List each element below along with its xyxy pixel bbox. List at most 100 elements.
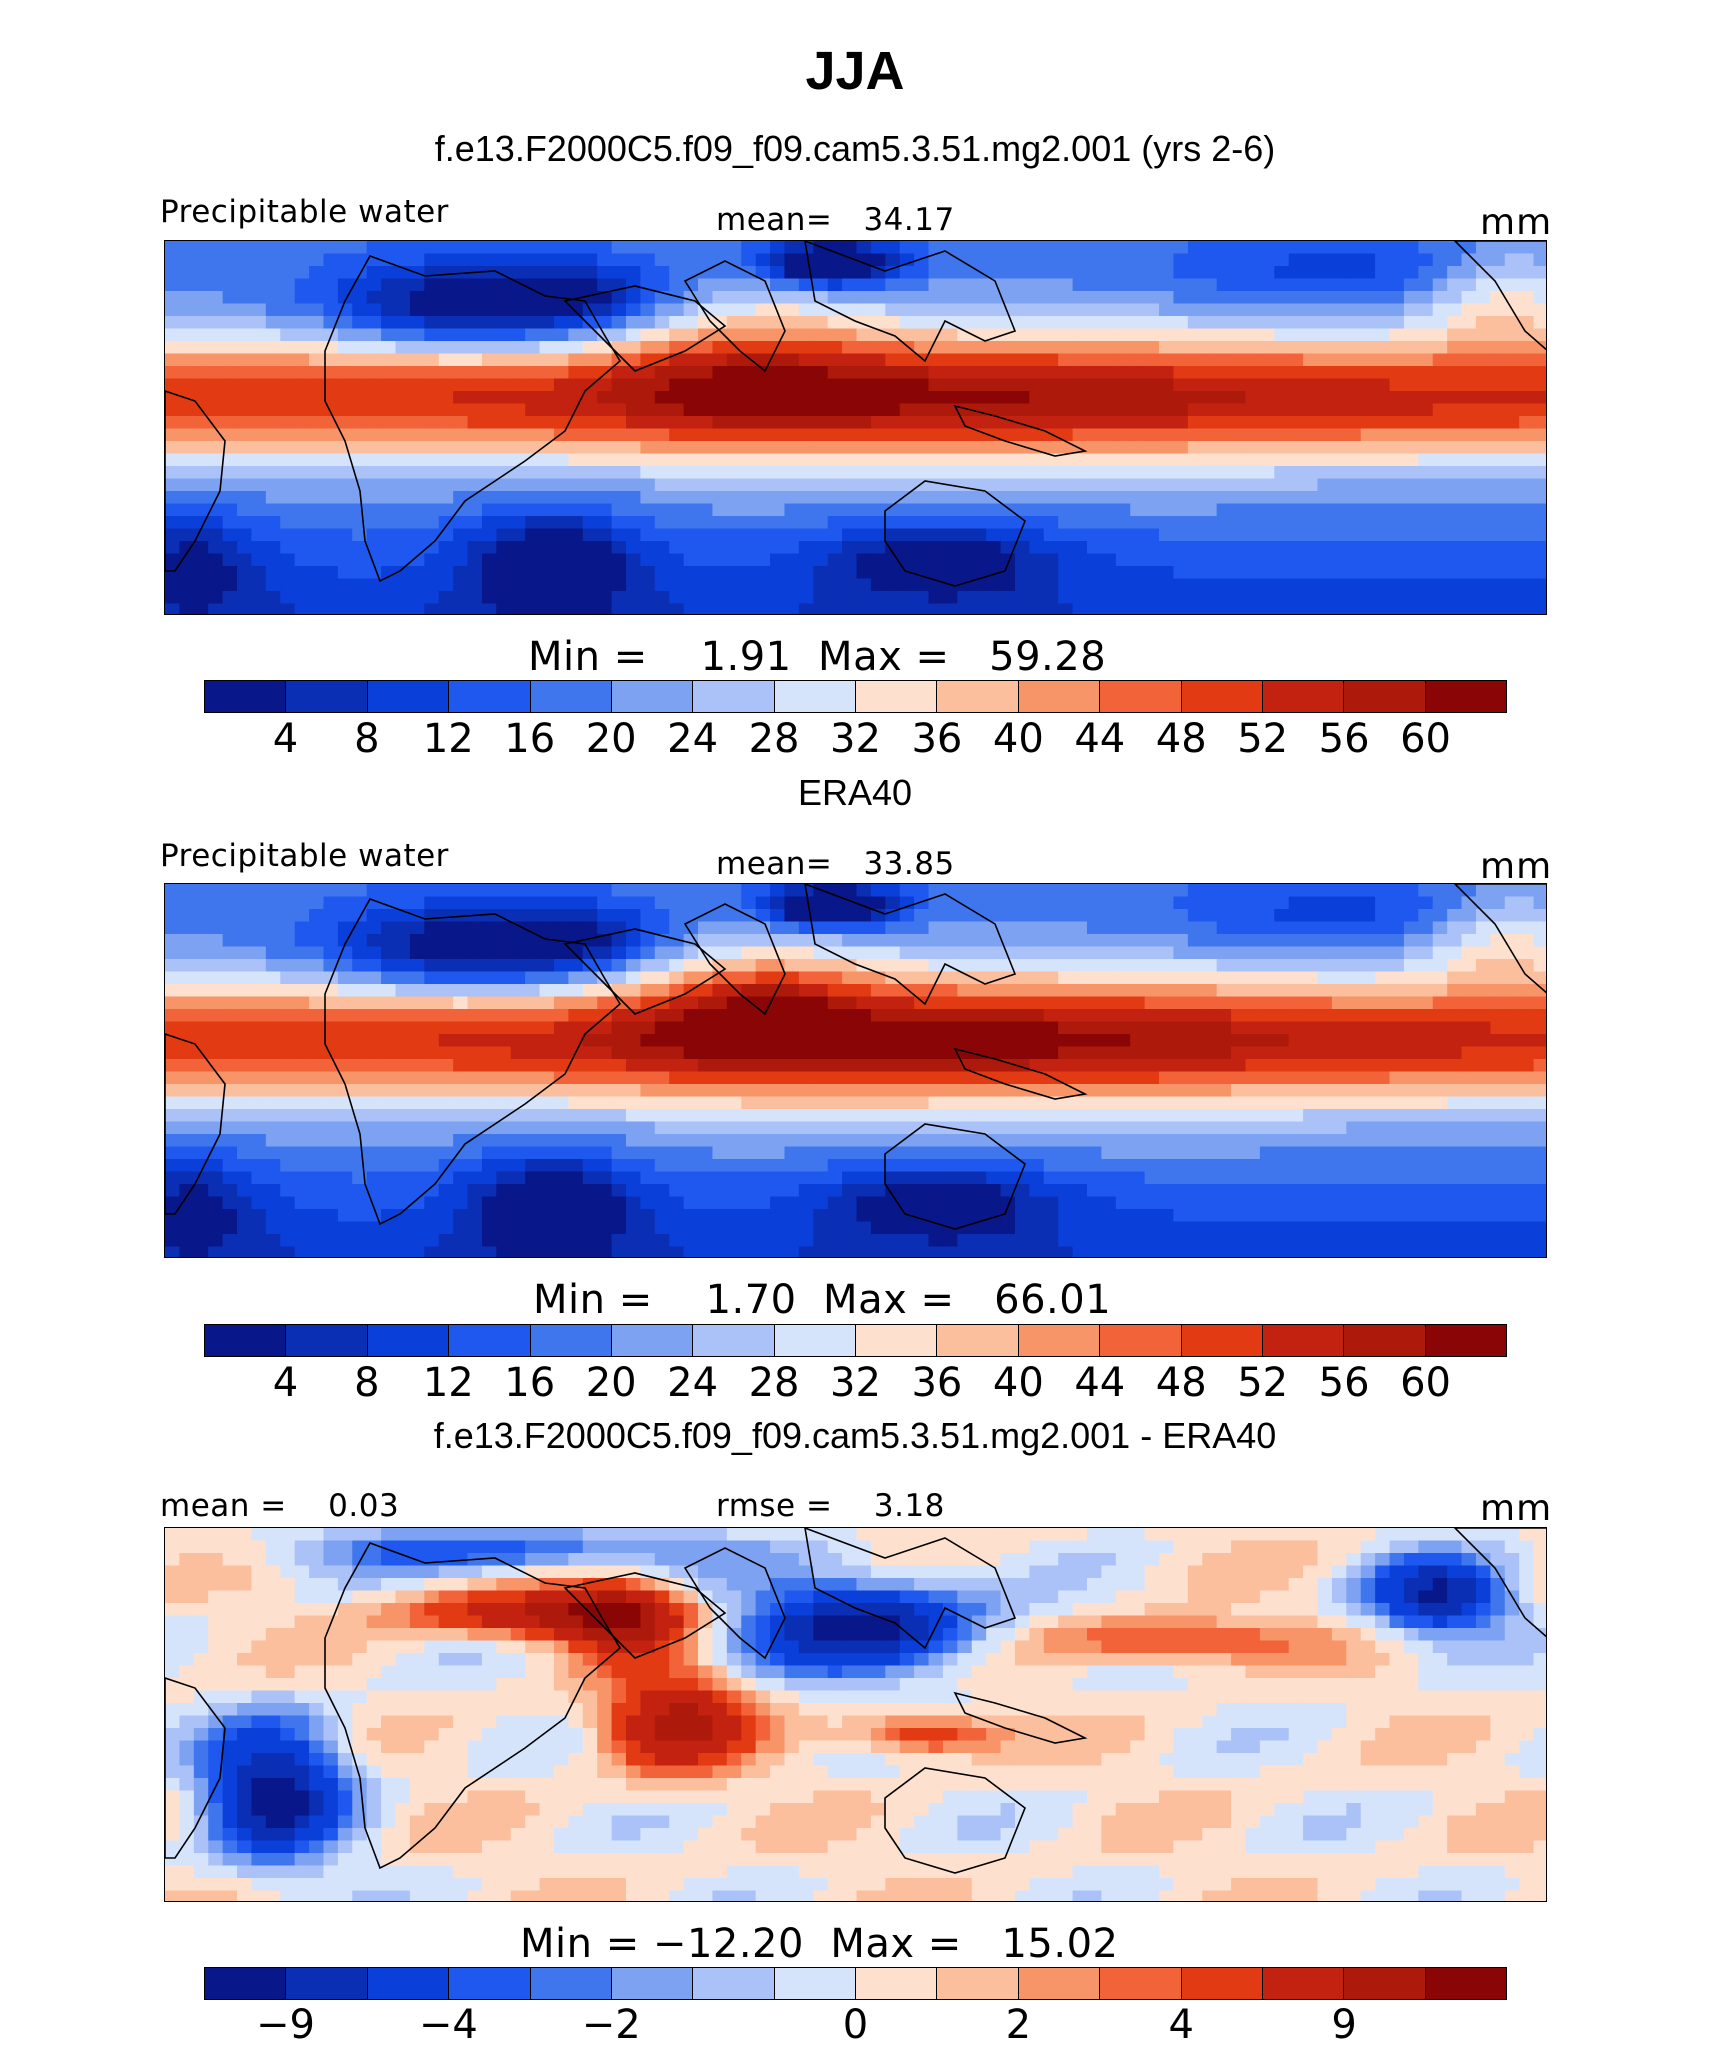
colorbar-swatch bbox=[1425, 1968, 1506, 1999]
colorbar-swatch bbox=[611, 681, 694, 712]
colorbar-swatch bbox=[367, 1968, 450, 1999]
colorbar-swatch bbox=[205, 1325, 287, 1356]
colorbar-tick-label: 4 bbox=[272, 716, 299, 762]
coastline bbox=[884, 1123, 1026, 1230]
colorbar-swatch bbox=[449, 681, 531, 712]
colorbar-tick-label: 44 bbox=[1074, 716, 1126, 762]
colorbar-tick-label: 12 bbox=[422, 1360, 474, 1406]
colorbar-swatch bbox=[530, 1325, 612, 1356]
colorbar-swatch bbox=[367, 1325, 450, 1356]
panel-1-colorbar-labels: 4 8 12 16 20 24 28 32 36 40 44 48 52 56 60 bbox=[204, 716, 1507, 762]
colorbar-swatch bbox=[774, 681, 856, 712]
panel-2-map bbox=[164, 883, 1547, 1258]
colorbar-swatch bbox=[367, 681, 450, 712]
colorbar-tick-label: 40 bbox=[992, 1360, 1044, 1406]
colorbar-tick-label: 4 bbox=[1168, 2002, 1194, 2048]
colorbar-tick-label: 9 bbox=[1331, 2002, 1357, 2048]
panel-3-minmax: Min = −12.20 Max = 15.02 bbox=[520, 1921, 1119, 1967]
colorbar-swatch bbox=[774, 1968, 856, 1999]
coastline bbox=[1453, 1528, 1546, 1638]
panel-2-minmax: Min = 1.70 Max = 66.01 bbox=[533, 1277, 1112, 1323]
colorbar-tick-label: 28 bbox=[748, 1360, 800, 1406]
colorbar-tick-label: −9 bbox=[255, 2002, 315, 2048]
colorbar-tick-label: 48 bbox=[1155, 716, 1207, 762]
colorbar-swatch bbox=[1018, 1968, 1101, 1999]
colorbar-swatch bbox=[1100, 681, 1182, 712]
colorbar-tick-label: 0 bbox=[842, 2002, 869, 2048]
colorbar-tick-label: 20 bbox=[585, 1360, 637, 1406]
panel-1-variable-label: Precipitable water bbox=[160, 194, 449, 230]
colorbar-tick-label: 36 bbox=[911, 1360, 963, 1406]
colorbar-tick-label: 56 bbox=[1318, 1360, 1370, 1406]
panel-2-mean-label: mean= 33.85 bbox=[716, 846, 955, 882]
colorbar-tick-label: −2 bbox=[581, 2002, 641, 2048]
colorbar-swatch bbox=[693, 1325, 775, 1356]
colorbar-tick-label: −4 bbox=[418, 2002, 478, 2048]
panel-3-units-label: mm bbox=[1480, 1488, 1553, 1529]
colorbar-swatch bbox=[774, 1325, 856, 1356]
panel-2-colorbar-labels: 4 8 12 16 20 24 28 32 36 40 44 48 52 56 60 bbox=[204, 1360, 1507, 1406]
colorbar-swatch bbox=[286, 1968, 368, 1999]
colorbar-swatch bbox=[937, 1325, 1019, 1356]
colorbar-swatch bbox=[1344, 1325, 1426, 1356]
coastline bbox=[683, 903, 786, 1016]
colorbar-swatch bbox=[449, 1325, 531, 1356]
colorbar-tick-label: 60 bbox=[1400, 1360, 1452, 1406]
coastline bbox=[683, 260, 786, 373]
colorbar-tick-label: 24 bbox=[667, 716, 719, 762]
panel-1-units-label: mm bbox=[1480, 202, 1553, 243]
colorbar-swatch bbox=[1181, 681, 1263, 712]
colorbar-swatch bbox=[530, 1968, 612, 1999]
colorbar-tick-label: 24 bbox=[667, 1360, 719, 1406]
colorbar-swatch bbox=[286, 681, 368, 712]
coastline bbox=[165, 1677, 226, 1859]
coastline bbox=[563, 928, 727, 1015]
colorbar-swatch bbox=[611, 1968, 694, 1999]
colorbar-swatch bbox=[449, 1968, 531, 1999]
colorbar-swatch bbox=[1262, 681, 1345, 712]
panel-3-colorbar bbox=[204, 1967, 1507, 2000]
coastline bbox=[884, 480, 1026, 587]
colorbar-tick-label: 2 bbox=[1005, 2002, 1032, 2048]
colorbar-swatch bbox=[1181, 1325, 1263, 1356]
colorbar-tick-label: 32 bbox=[830, 1360, 881, 1406]
colorbar-tick-label: 8 bbox=[354, 1360, 380, 1406]
panel-2-title: ERA40 bbox=[797, 772, 913, 813]
colorbar-tick-label: 48 bbox=[1155, 1360, 1207, 1406]
panel-3-mean-label: mean = 0.03 bbox=[160, 1488, 400, 1524]
colorbar-tick-label: 40 bbox=[992, 716, 1044, 762]
panel-1-colorbar bbox=[204, 680, 1507, 713]
colorbar-tick-label: 44 bbox=[1074, 1360, 1126, 1406]
colorbar-swatch bbox=[1100, 1968, 1182, 1999]
coastline bbox=[324, 255, 622, 583]
panel-3-title: f.e13.F2000C5.f09_f09.cam5.3.51.mg2.001 … bbox=[433, 1415, 1277, 1456]
coastline bbox=[165, 390, 226, 572]
colorbar-swatch bbox=[1100, 1325, 1182, 1356]
colorbar-swatch bbox=[611, 1325, 694, 1356]
colorbar-swatch bbox=[1344, 1968, 1426, 1999]
colorbar-swatch bbox=[286, 1325, 368, 1356]
panel-1-minmax: Min = 1.91 Max = 59.28 bbox=[528, 634, 1107, 680]
colorbar-tick-label: 52 bbox=[1237, 716, 1289, 762]
colorbar-swatch bbox=[205, 681, 287, 712]
panel-2-units-label: mm bbox=[1480, 846, 1553, 887]
coastline bbox=[563, 1572, 727, 1659]
coastline bbox=[324, 898, 622, 1226]
colorbar-swatch bbox=[693, 1968, 775, 1999]
colorbar-swatch bbox=[1344, 681, 1426, 712]
colorbar-tick-label: 32 bbox=[830, 716, 881, 762]
coastline bbox=[953, 1047, 1088, 1100]
coastline bbox=[804, 1528, 1017, 1650]
colorbar-swatch bbox=[1262, 1968, 1345, 1999]
panel-3-rmse-label: rmse = 3.18 bbox=[716, 1488, 945, 1524]
coastline bbox=[1453, 241, 1546, 351]
colorbar-tick-label: 12 bbox=[422, 716, 474, 762]
colorbar-tick-label: 4 bbox=[272, 1360, 299, 1406]
colorbar-swatch bbox=[856, 1325, 938, 1356]
colorbar-tick-label: 60 bbox=[1400, 716, 1452, 762]
colorbar-tick-label: 16 bbox=[504, 716, 556, 762]
colorbar-swatch bbox=[856, 681, 938, 712]
colorbar-swatch bbox=[1425, 681, 1506, 712]
coastline bbox=[563, 285, 727, 372]
coastline bbox=[804, 241, 1017, 363]
